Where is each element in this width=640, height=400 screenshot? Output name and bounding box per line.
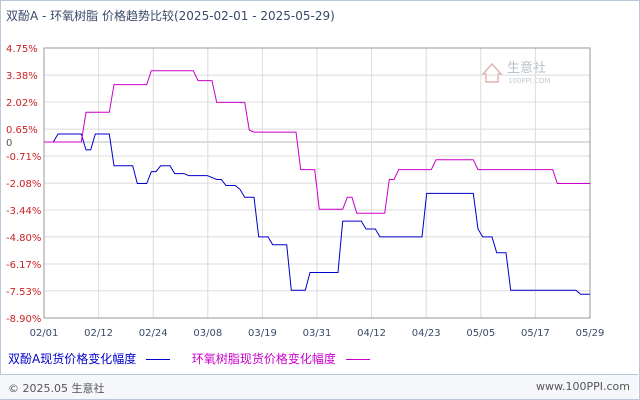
legend-line-epoxy	[345, 359, 370, 360]
x-tick-label: 05/05	[466, 328, 495, 339]
y-tick-label: -8.90%	[6, 314, 41, 325]
x-tick-label: 04/12	[357, 328, 386, 339]
x-tick-label: 05/17	[521, 328, 550, 339]
legend-item-epoxy: 环氧树脂现货价格变化幅度	[192, 350, 370, 367]
x-tick-label: 05/29	[576, 328, 605, 339]
x-tick-label: 03/08	[193, 328, 222, 339]
series-line-bpa	[44, 133, 590, 295]
y-tick-label: 2.02%	[6, 98, 38, 109]
watermark-name: 生意社	[507, 60, 546, 76]
watermark-house-icon	[481, 62, 503, 83]
x-tick-label: 04/23	[412, 328, 441, 339]
chart-title: 双酚A - 环氧树脂 价格趋势比较(2025-02-01 - 2025-05-2…	[6, 9, 335, 23]
x-tick-label: 02/12	[84, 328, 113, 339]
legend-line-bpa	[146, 359, 171, 360]
legend: 双酚A现货价格变化幅度 环氧树脂现货价格变化幅度	[8, 350, 388, 367]
y-tick-label: 4.75%	[6, 44, 38, 55]
y-tick-label: -0.71%	[6, 152, 41, 163]
legend-label-bpa: 双酚A现货价格变化幅度	[8, 352, 137, 366]
y-tick-label: -3.44%	[6, 206, 41, 217]
footer: © 2025.05 生意社 www.100PPI.com	[0, 374, 638, 399]
x-tick-label: 02/24	[139, 328, 168, 339]
y-tick-label: 0.65%	[6, 125, 38, 136]
x-tick-label: 03/19	[248, 328, 277, 339]
y-tick-label: -2.08%	[6, 179, 41, 190]
y-tick-label: 0	[6, 138, 12, 149]
legend-item-bpa: 双酚A现货价格变化幅度	[8, 350, 171, 367]
footer-copyright: © 2025.05 生意社	[8, 382, 105, 395]
x-tick-label: 02/01	[30, 328, 59, 339]
y-tick-label: 3.38%	[6, 71, 38, 82]
x-tick-label: 03/31	[303, 328, 332, 339]
watermark-url: 100PPI.COM	[508, 77, 551, 85]
series-line-epoxy	[44, 70, 590, 214]
y-tick-label: -4.80%	[6, 233, 41, 244]
y-tick-label: -7.53%	[6, 287, 41, 298]
legend-label-epoxy: 环氧树脂现货价格变化幅度	[191, 352, 336, 366]
y-tick-label: -6.17%	[6, 260, 41, 271]
footer-site[interactable]: www.100PPI.com	[536, 380, 630, 393]
